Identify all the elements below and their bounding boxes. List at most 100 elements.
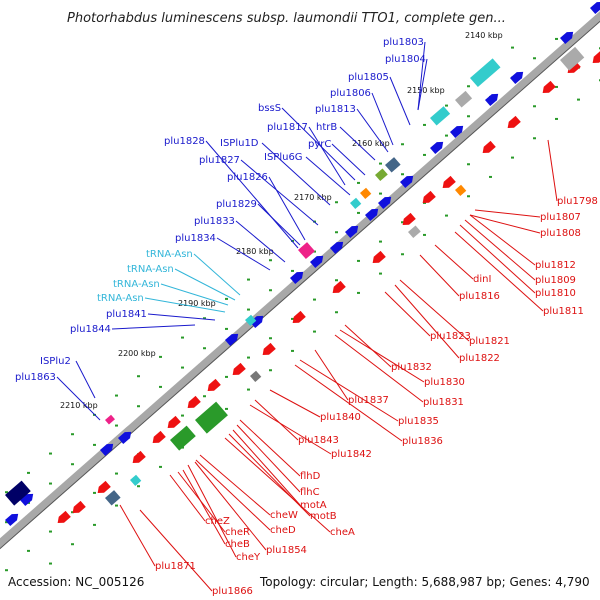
forward-gene-label[interactable]: ISPlu2 — [40, 356, 71, 367]
tick-dot — [225, 327, 228, 330]
forward-gene-label[interactable]: pyrC — [308, 139, 331, 150]
forward-gene-label[interactable]: plu1829 — [216, 199, 257, 210]
tick-dot — [467, 163, 470, 166]
tick-dot — [181, 336, 184, 339]
forward-gene-label[interactable]: htrB — [316, 122, 337, 133]
forward-gene-label[interactable]: plu1844 — [70, 324, 111, 335]
reverse-gene-label[interactable]: plu1810 — [535, 288, 576, 299]
forward-gene-label[interactable]: plu1804 — [385, 54, 426, 65]
reverse-gene-label[interactable]: plu1843 — [298, 435, 339, 446]
reverse-gene-label[interactable]: plu1832 — [391, 362, 432, 373]
forward-gene-label[interactable]: ISPlu1D — [220, 138, 259, 149]
reverse-gene-label[interactable]: plu1840 — [320, 412, 361, 423]
forward-gene-label[interactable]: plu1841 — [106, 309, 147, 320]
reverse-gene-arrow — [482, 140, 496, 154]
reverse-gene-label[interactable]: flhD — [300, 471, 321, 482]
forward-label-leader — [75, 360, 96, 399]
reverse-gene-label[interactable]: plu1812 — [535, 260, 576, 271]
rna-gene-label[interactable]: tRNA-Asn — [97, 293, 144, 304]
reverse-gene-label[interactable]: plu1822 — [459, 353, 500, 364]
rna-gene-label[interactable]: tRNA-Asn — [113, 279, 160, 290]
reverse-gene-label[interactable]: dinI — [473, 274, 491, 285]
reverse-gene-label[interactable]: cheA — [330, 527, 355, 538]
tick-dot — [5, 521, 8, 524]
reverse-gene-label[interactable]: cheD — [270, 525, 296, 536]
feature-block — [195, 401, 228, 434]
forward-gene-label[interactable]: plu1805 — [348, 72, 389, 83]
feature-block — [130, 474, 142, 487]
forward-gene-arrow — [5, 513, 19, 527]
reverse-gene-label[interactable]: plu1821 — [469, 336, 510, 347]
tick-dot — [27, 471, 30, 474]
reverse-gene-label[interactable]: plu1798 — [557, 196, 598, 207]
tick-dot — [555, 85, 558, 88]
forward-gene-label[interactable]: plu1826 — [227, 172, 268, 183]
reverse-gene-label[interactable]: cheW — [270, 510, 298, 521]
reverse-gene-label[interactable]: plu1807 — [540, 212, 581, 223]
reverse-gene-label[interactable]: cheB — [225, 539, 250, 550]
reverse-label-leader — [254, 399, 299, 441]
reverse-gene-label[interactable]: plu1842 — [331, 449, 372, 460]
reverse-label-leader — [344, 324, 392, 368]
reverse-gene-label[interactable]: motB — [310, 511, 337, 522]
forward-gene-label[interactable]: plu1834 — [175, 233, 216, 244]
kbp-tick-label: 2160 kbp — [352, 139, 390, 148]
reverse-label-leader — [169, 474, 206, 522]
reverse-gene-label[interactable]: plu1811 — [543, 306, 584, 317]
tick-dot — [71, 511, 74, 514]
reverse-label-leader — [294, 364, 403, 442]
forward-gene-label[interactable]: plu1806 — [330, 88, 371, 99]
tick-dot — [49, 482, 52, 485]
forward-label-leader — [205, 140, 299, 249]
tick-dot — [533, 137, 536, 140]
tick-dot — [401, 173, 404, 176]
reverse-gene-label[interactable]: plu1837 — [348, 395, 389, 406]
reverse-gene-label[interactable]: plu1836 — [402, 436, 443, 447]
reverse-gene-label[interactable]: plu1809 — [535, 275, 576, 286]
forward-gene-label[interactable]: bssS — [258, 103, 281, 114]
tick-dot — [115, 394, 118, 397]
reverse-gene-label[interactable]: cheY — [236, 552, 261, 563]
reverse-gene-label[interactable]: cheR — [225, 527, 250, 538]
tick-dot — [379, 162, 382, 165]
reverse-gene-label[interactable]: plu1835 — [398, 416, 439, 427]
feature-block — [385, 157, 401, 173]
reverse-label-leader — [339, 329, 425, 383]
forward-gene-label[interactable]: plu1813 — [315, 104, 356, 115]
forward-label-leader — [331, 143, 366, 176]
tick-dot — [357, 259, 360, 262]
reverse-label-leader — [474, 209, 541, 218]
reverse-gene-label[interactable]: plu1854 — [266, 545, 307, 556]
reverse-label-leader — [269, 389, 321, 418]
reverse-gene-label[interactable]: plu1808 — [540, 228, 581, 239]
reverse-gene-label[interactable]: plu1831 — [423, 397, 464, 408]
reverse-gene-label[interactable]: plu1871 — [155, 561, 196, 572]
forward-gene-label[interactable]: plu1828 — [164, 136, 205, 147]
forward-gene-label[interactable]: plu1827 — [199, 155, 240, 166]
tick-dot — [401, 143, 404, 146]
reverse-gene-label[interactable]: plu1816 — [459, 291, 500, 302]
reverse-gene-label[interactable]: flhC — [300, 487, 320, 498]
forward-label-leader — [235, 220, 286, 263]
forward-gene-label[interactable]: plu1817 — [267, 122, 308, 133]
forward-gene-arrow — [560, 31, 574, 45]
reverse-gene-label[interactable]: plu1830 — [424, 377, 465, 388]
forward-gene-label[interactable]: ISPlu6G — [264, 152, 303, 163]
tick-dot — [203, 347, 206, 350]
rna-gene-label[interactable]: tRNA-Asn — [127, 264, 174, 275]
forward-label-leader — [281, 107, 356, 181]
forward-gene-label[interactable]: plu1803 — [383, 37, 424, 48]
tick-dot — [71, 543, 74, 546]
reverse-gene-label[interactable]: plu1866 — [212, 586, 253, 597]
reverse-gene-label[interactable]: motA — [300, 500, 327, 511]
reverse-gene-label[interactable]: plu1823 — [430, 331, 471, 342]
rna-gene-label[interactable]: tRNA-Asn — [146, 249, 193, 260]
kbp-tick-label: 2190 kbp — [178, 299, 216, 308]
tick-dot — [247, 308, 250, 311]
forward-gene-label[interactable]: plu1833 — [194, 216, 235, 227]
forward-gene-arrow — [250, 315, 264, 329]
reverse-gene-arrow — [292, 310, 306, 324]
tick-dot — [137, 375, 140, 378]
tick-dot — [115, 472, 118, 475]
forward-gene-label[interactable]: plu1863 — [15, 372, 56, 383]
